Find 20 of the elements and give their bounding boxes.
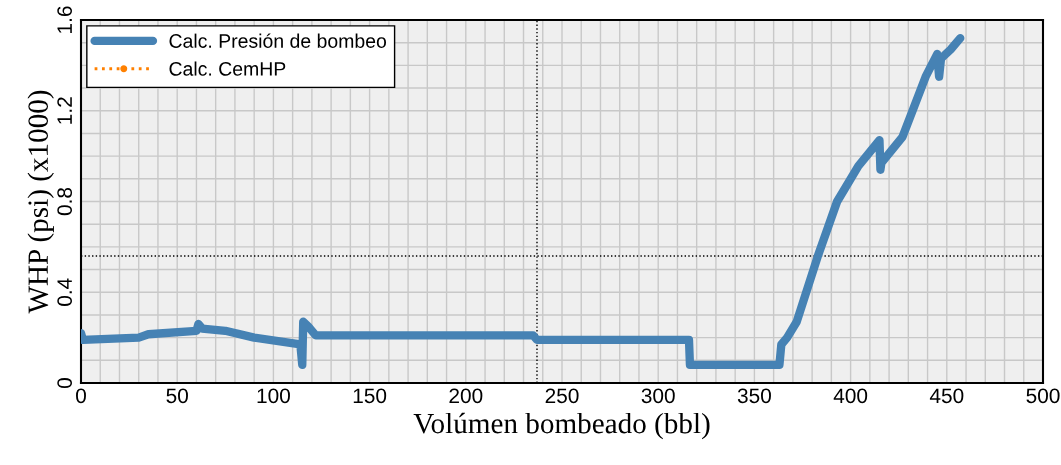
y-tick-label: 0.8 xyxy=(57,187,73,216)
x-tick-label: 300 xyxy=(641,388,675,404)
x-tick-label: 200 xyxy=(449,388,483,404)
x-tick-label: 500 xyxy=(1026,388,1060,404)
legend-label: Calc. CemHP xyxy=(169,61,286,76)
x-tick-label: 50 xyxy=(166,388,188,404)
x-tick-label: 400 xyxy=(833,388,868,404)
x-tick-label: 0 xyxy=(76,388,86,404)
y-tick-label: 1.2 xyxy=(57,97,72,124)
x-tick-label: 450 xyxy=(929,388,964,404)
y-tick-label: 0 xyxy=(57,378,73,388)
y-tick-label: 1.6 xyxy=(57,6,73,33)
x-tick-label: 350 xyxy=(737,388,771,404)
y-tick-label: 0.4 xyxy=(57,278,73,306)
x-tick-label: 250 xyxy=(545,388,579,404)
x-tick-label: 150 xyxy=(353,388,387,404)
y-axis-title: WHP (psi) (x1000) xyxy=(27,90,54,314)
x-axis-title: Volúmen bombeado (bbl) xyxy=(413,412,710,440)
x-tick-label: 100 xyxy=(257,388,290,404)
legend-label: Calc. Presión de bombeo xyxy=(169,33,387,48)
